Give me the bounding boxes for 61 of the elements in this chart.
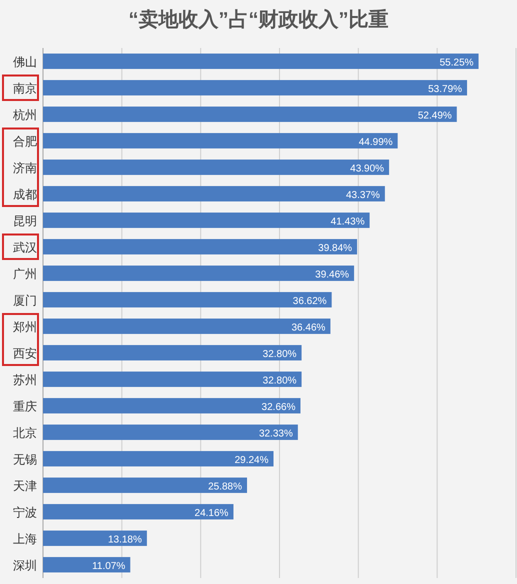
y-tick-label: 西安 — [13, 346, 37, 360]
bar — [43, 106, 457, 122]
data-label: 32.80% — [262, 375, 297, 386]
bar — [43, 318, 330, 334]
bar — [43, 478, 248, 493]
bar — [43, 133, 398, 148]
data-label: 43.90% — [350, 163, 384, 174]
data-label: 32.80% — [262, 348, 297, 360]
data-label: 44.99% — [358, 136, 393, 148]
data-label: 25.88% — [208, 481, 242, 492]
y-tick-label: 广州 — [13, 266, 37, 281]
bar — [43, 504, 234, 520]
bar — [43, 212, 370, 228]
data-label: 11.07% — [92, 560, 126, 572]
y-tick-label: 上海 — [13, 532, 37, 546]
data-label: 39.46% — [315, 269, 350, 280]
y-tick-label: 北京 — [13, 426, 37, 440]
bar — [43, 186, 385, 202]
data-label: 55.25% — [440, 57, 474, 68]
bar — [43, 266, 354, 281]
data-label: 36.46% — [292, 322, 326, 334]
y-tick-label: 武汉 — [13, 240, 37, 254]
data-label: 41.43% — [330, 216, 365, 228]
bar — [43, 451, 274, 466]
y-tick-label: 天津 — [13, 478, 37, 493]
data-label: 13.18% — [108, 534, 142, 546]
data-label: 32.66% — [262, 402, 296, 413]
data-label: 39.84% — [318, 242, 352, 254]
y-tick-label: 重庆 — [13, 399, 37, 414]
bar — [43, 160, 390, 175]
y-tick-label: 南京 — [13, 81, 37, 96]
y-tick-label: 郑州 — [13, 320, 37, 334]
bar — [43, 530, 147, 546]
data-label: 53.79% — [428, 84, 462, 95]
y-tick-label: 济南 — [13, 160, 37, 175]
y-tick-label: 佛山 — [13, 54, 37, 69]
data-label: 24.16% — [194, 508, 229, 519]
y-tick-label: 厦门 — [13, 293, 37, 308]
y-tick-label: 宁波 — [13, 505, 37, 520]
y-tick-label: 深圳 — [13, 558, 37, 572]
bar — [43, 345, 302, 360]
y-tick-label: 无锡 — [13, 452, 37, 466]
y-tick-label: 成都 — [13, 187, 37, 202]
bar — [43, 80, 468, 96]
bar — [43, 424, 298, 440]
bar — [43, 239, 358, 254]
data-label: 52.49% — [418, 110, 452, 122]
data-label: 36.62% — [292, 296, 327, 307]
data-label: 43.37% — [346, 190, 380, 201]
chart-title: “卖地收入”占“财政收入”比重 — [128, 8, 388, 31]
y-tick-label: 合肥 — [13, 134, 37, 148]
y-tick-label: 昆明 — [13, 214, 37, 228]
bar — [43, 54, 479, 69]
bar — [43, 557, 130, 572]
bar — [43, 292, 332, 308]
data-label: 32.33% — [258, 428, 293, 440]
bar — [43, 398, 300, 414]
y-tick-label: 苏州 — [13, 372, 37, 387]
bar — [43, 372, 302, 387]
y-tick-label: 杭州 — [12, 108, 37, 122]
data-label: 29.24% — [234, 454, 269, 466]
